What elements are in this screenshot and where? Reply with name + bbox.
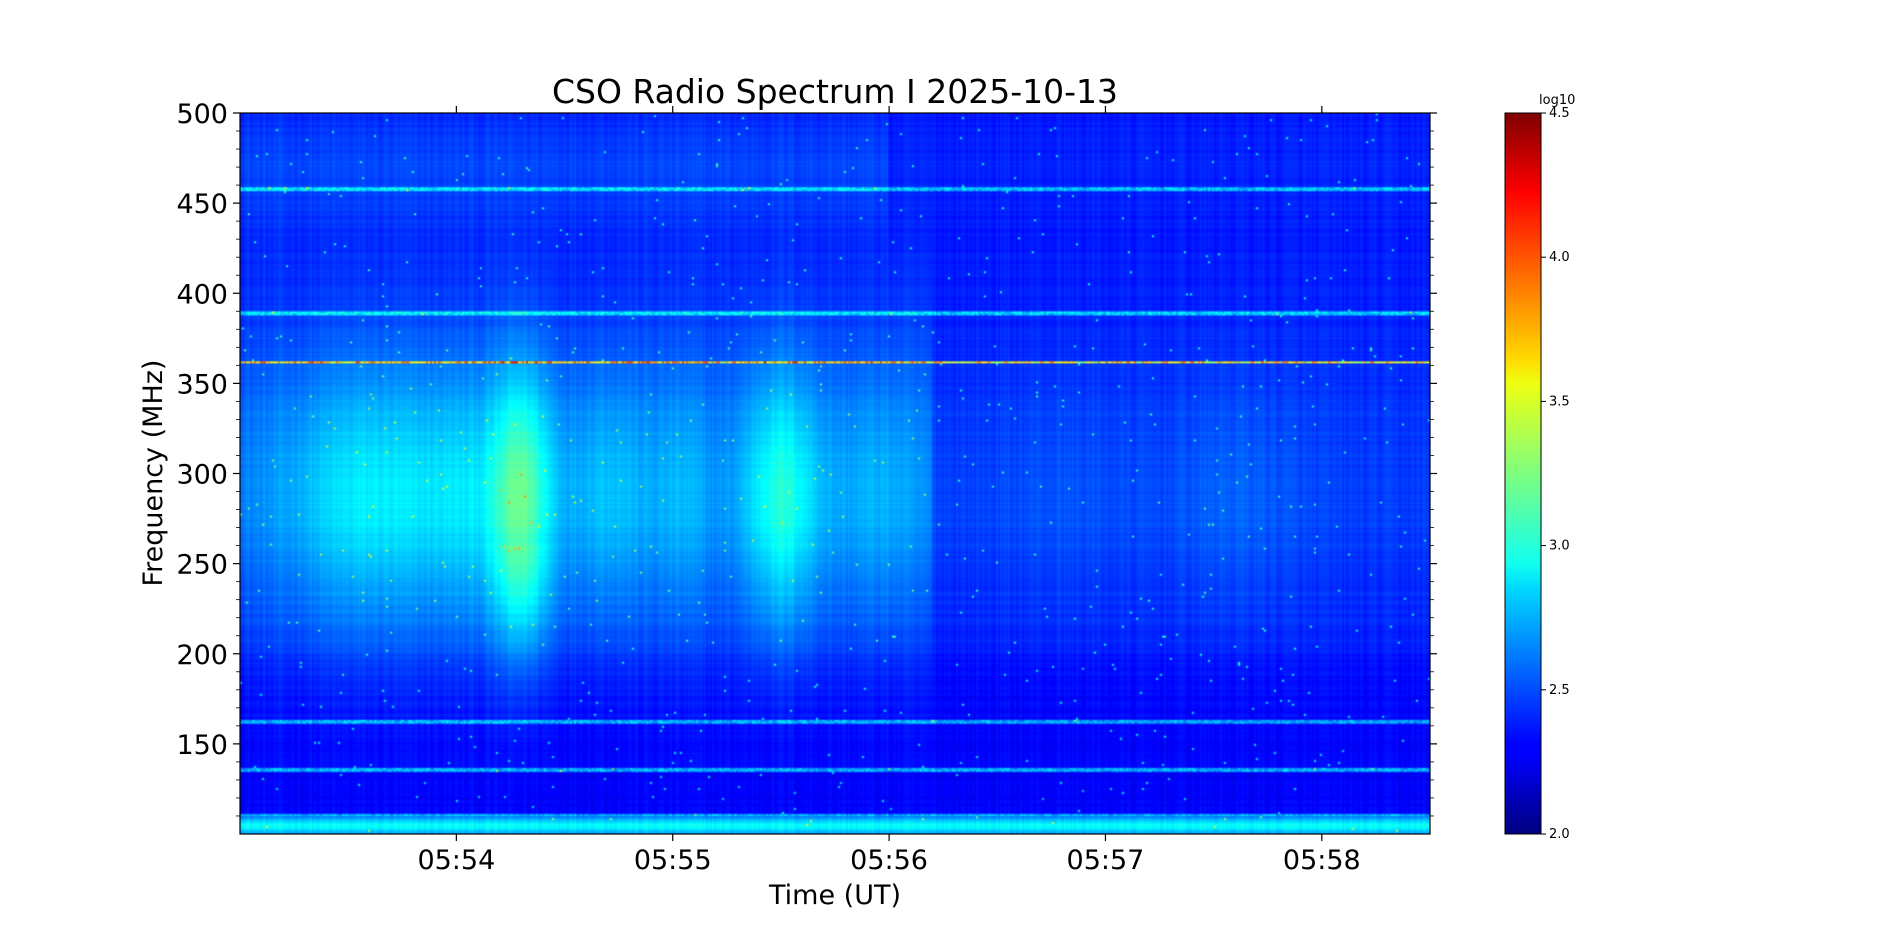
spectrogram-heatmap [240,113,1430,834]
colorbar-label: log10 [1539,93,1575,108]
colorbar: log10 2.0 2.5 3.0 3.5 4.0 4.5 [1504,93,1575,842]
y-axis: 150 200 250 300 350 400 450 500 [176,99,1437,817]
y-tick-label: 450 [176,189,228,220]
colorbar-ticks: 2.0 2.5 3.0 3.5 4.0 4.5 [1541,106,1570,842]
x-tick-label: 05:58 [1283,845,1361,876]
x-axis-label: Time (UT) [768,880,901,911]
y-tick-label: 500 [176,99,228,130]
chart-title: CSO Radio Spectrum I 2025-10-13 [552,72,1118,111]
plot-area [239,112,1431,835]
x-tick-label: 05:56 [850,845,928,876]
x-tick-label: 05:57 [1067,845,1145,876]
colorbar-gradient [1504,112,1542,835]
y-tick-label: 200 [176,640,228,671]
colorbar-tick-label: 4.5 [1549,106,1570,121]
colorbar-tick-label: 3.5 [1549,394,1570,409]
y-tick-label: 350 [176,369,228,400]
y-tick-label: 400 [176,279,228,310]
x-tick-label: 05:55 [634,845,712,876]
x-axis: 05:54 05:55 05:56 05:57 05:58 [417,106,1361,876]
y-axis-label: Frequency (MHz) [138,360,169,587]
colorbar-tick-label: 3.0 [1549,539,1570,554]
y-tick-label: 300 [176,460,228,491]
y-tick-label: 150 [176,730,228,761]
colorbar-tick-label: 4.0 [1549,250,1570,265]
x-tick-label: 05:54 [417,845,495,876]
y-tick-label: 250 [176,550,228,581]
colorbar-tick-label: 2.5 [1549,683,1570,698]
colorbar-tick-label: 2.0 [1549,827,1570,842]
